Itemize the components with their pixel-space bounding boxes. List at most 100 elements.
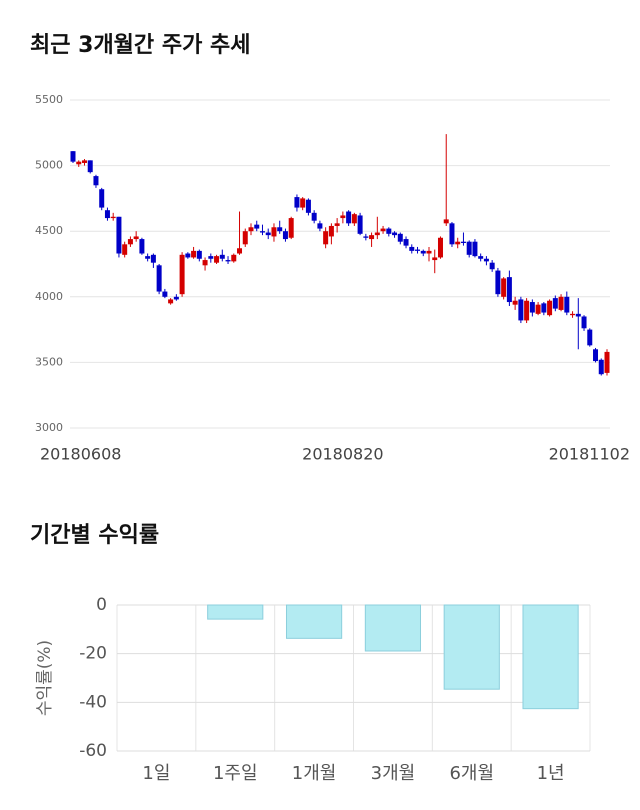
candle-body: [282, 231, 288, 240]
candle-body: [581, 316, 587, 329]
x-tick-label: 1개월: [292, 763, 337, 784]
candle-body: [397, 233, 403, 242]
candle-body: [340, 215, 346, 219]
candle-body: [87, 160, 93, 173]
candle-body: [524, 300, 530, 321]
candle-body: [202, 260, 208, 266]
candle-body: [150, 254, 156, 263]
candle-body: [604, 351, 610, 373]
candle-body: [593, 349, 599, 362]
candle-body: [116, 216, 122, 254]
x-tick-label: 20181102: [549, 445, 630, 464]
candle-body: [529, 302, 535, 313]
candle-body: [294, 197, 300, 208]
x-tick-label: 1일: [142, 763, 170, 784]
candle-body: [145, 256, 151, 259]
candle-body: [99, 189, 105, 208]
candle-body: [357, 215, 363, 234]
candle-body: [489, 262, 495, 270]
candle-body: [392, 232, 398, 236]
candle-body: [323, 231, 329, 245]
candle-body: [351, 214, 357, 224]
candle-body: [81, 160, 87, 163]
x-tick-label: 20180608: [40, 445, 121, 464]
candle-body: [420, 250, 426, 254]
candle-body: [219, 254, 225, 259]
candle-body: [328, 225, 334, 237]
candle-body: [300, 198, 306, 208]
candle-body: [277, 227, 283, 232]
candle-body: [558, 296, 564, 310]
candle-body: [225, 260, 231, 262]
bar: [364, 604, 422, 652]
candle-body: [518, 299, 524, 321]
candle-body: [305, 199, 311, 213]
candle-body: [501, 278, 507, 297]
candle-body: [547, 300, 553, 316]
candle-body: [104, 210, 110, 219]
y-tick-label: 3500: [35, 355, 63, 368]
candle-body: [242, 231, 248, 245]
candle-body: [386, 228, 392, 234]
candle-body: [214, 256, 220, 263]
candle-body: [495, 270, 501, 295]
bar: [207, 604, 264, 620]
candle-body: [552, 298, 558, 309]
candle-body: [237, 248, 243, 254]
candle-body: [110, 216, 116, 219]
candle-body: [179, 254, 185, 295]
candle-body: [93, 176, 99, 186]
candle-body: [196, 250, 202, 259]
bar: [522, 604, 579, 710]
candle-body: [587, 329, 593, 346]
candle-body: [334, 223, 340, 226]
candle-body: [76, 161, 82, 165]
x-tick-label: 1주일: [213, 763, 258, 784]
candle-body: [483, 258, 489, 262]
bar: [443, 604, 500, 690]
candle-body: [363, 236, 369, 238]
y-axis-label: 수익률(%): [35, 640, 55, 716]
x-tick-label: 3개월: [371, 763, 416, 784]
x-tick-label: 1년: [537, 763, 565, 784]
candle-body: [512, 300, 518, 305]
candle-body: [311, 212, 317, 221]
candle-body: [191, 250, 197, 258]
candle-body: [415, 249, 421, 251]
candle-body: [437, 237, 443, 258]
y-tick-label: 0: [96, 595, 107, 615]
chart-title: 최근 3개월간 주가 추세: [30, 33, 250, 58]
candle-body: [478, 256, 484, 259]
candle-body: [432, 257, 438, 261]
candle-body: [288, 218, 294, 238]
candle-body: [426, 250, 432, 254]
candle-body: [564, 296, 570, 313]
candle-body: [254, 224, 260, 229]
candle-body: [460, 241, 466, 244]
candle-body: [162, 291, 168, 297]
chart-title: 기간별 수익률: [30, 523, 159, 548]
y-tick-label: 4500: [35, 224, 63, 237]
x-tick-label: 20180820: [302, 445, 383, 464]
candle-body: [265, 232, 271, 236]
y-tick-label: -20: [79, 644, 107, 664]
candle-body: [374, 232, 380, 236]
candle-body: [271, 227, 277, 237]
candle-body: [317, 223, 323, 229]
y-tick-label: -60: [79, 741, 107, 761]
bar: [285, 604, 343, 639]
candle-body: [575, 313, 581, 317]
candle-body: [208, 256, 214, 259]
candle-body: [380, 228, 386, 232]
x-tick-label: 6개월: [449, 763, 494, 784]
candle-body: [541, 303, 547, 313]
candle-body: [156, 265, 162, 292]
candle-body: [409, 246, 415, 251]
candle-body: [346, 211, 352, 224]
candle-body: [259, 231, 265, 233]
candle-body: [139, 239, 145, 254]
y-tick-label: 5500: [35, 93, 63, 106]
y-tick-label: 3000: [35, 421, 63, 434]
